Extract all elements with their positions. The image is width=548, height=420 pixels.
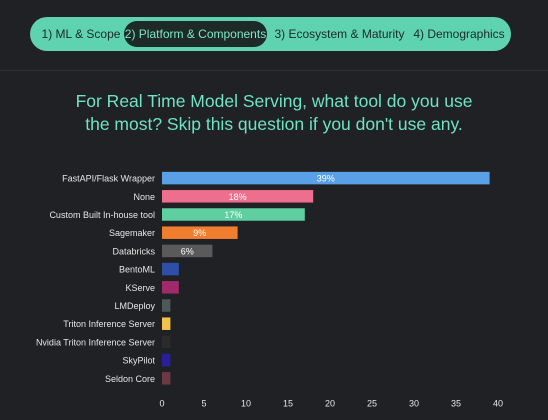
tab-ml-scope[interactable]: 1) ML & Scope (41, 27, 121, 41)
category-label: Databricks (112, 246, 155, 256)
x-tick-label: 10 (241, 398, 251, 408)
data-label: 39% (317, 174, 335, 184)
category-label: Seldon Core (105, 374, 155, 384)
x-tick-label: 0 (159, 398, 164, 408)
bar (162, 208, 305, 221)
bar (162, 353, 171, 367)
bar (162, 226, 238, 239)
category-label: Triton Inference Server (63, 319, 155, 329)
bar (162, 171, 490, 185)
x-tick-label: 25 (367, 398, 377, 408)
category-label: Sagemaker (109, 228, 155, 238)
bar (162, 190, 314, 203)
category-label: KServe (125, 283, 155, 293)
data-label: 9% (193, 228, 206, 238)
question-line-1: For Real Time Model Serving, what tool d… (75, 91, 473, 111)
section-tab-bar: 1) ML & Scope 2) Platform & Components 3… (30, 17, 511, 51)
bar (162, 299, 171, 312)
question-title: For Real Time Model Serving, what tool d… (0, 90, 548, 136)
bar (162, 372, 171, 385)
category-label: BentoML (119, 265, 155, 275)
data-label: 17% (224, 210, 242, 220)
category-label: None (133, 192, 155, 202)
category-label: Nvidia Triton Inference Server (36, 337, 155, 347)
tab-ecosystem-maturity[interactable]: 3) Ecosystem & Maturity (274, 27, 405, 41)
header-divider (0, 70, 548, 71)
bar (162, 281, 179, 294)
category-label: Custom Built In-house tool (49, 210, 155, 220)
bar (162, 262, 179, 276)
x-tick-label: 40 (493, 398, 503, 408)
x-tick-label: 15 (283, 398, 293, 408)
category-label: LMDeploy (114, 301, 155, 311)
category-label: SkyPilot (122, 356, 155, 366)
tab-platform-components[interactable]: 2) Platform & Components (124, 21, 267, 47)
data-label: 18% (229, 192, 247, 202)
tab-demographics[interactable]: 4) Demographics (413, 27, 505, 41)
x-tick-label: 30 (409, 398, 419, 408)
bar-chart: FastAPI/Flask Wrapper 39% None 18% Custom Bu… (36, 171, 503, 408)
x-tick-label: 35 (451, 398, 461, 408)
bar (162, 335, 171, 349)
data-label: 6% (181, 246, 194, 256)
category-label: FastAPI/Flask Wrapper (62, 174, 155, 184)
question-line-2: the most? Skip this question if you don'… (85, 114, 463, 134)
x-tick-label: 5 (201, 398, 206, 408)
bar (162, 244, 213, 258)
bar (162, 317, 171, 330)
x-tick-label: 20 (325, 398, 335, 408)
